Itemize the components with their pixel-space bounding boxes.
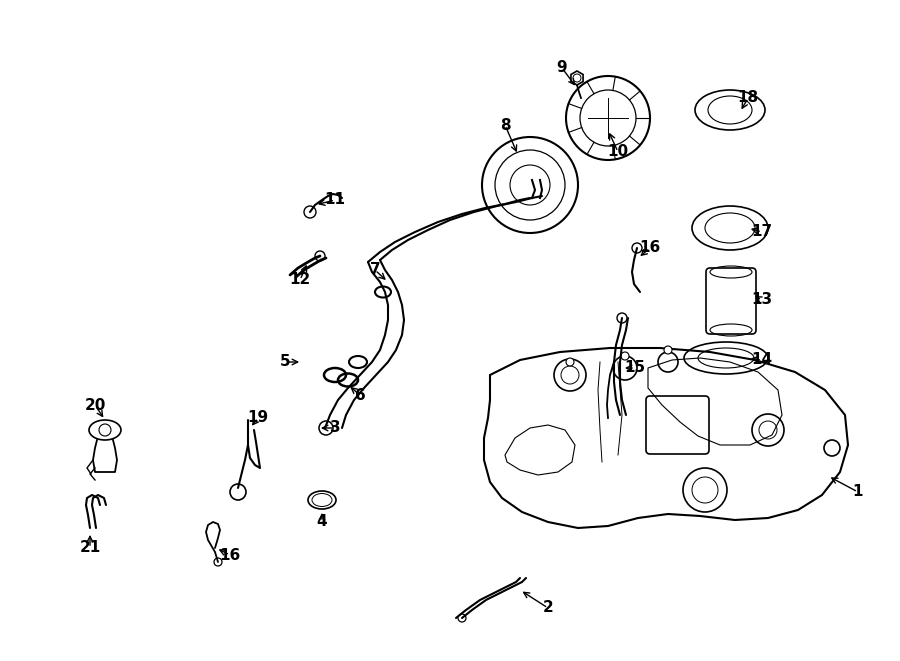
Text: 17: 17 <box>752 225 772 239</box>
Text: 12: 12 <box>290 272 310 288</box>
Text: 1: 1 <box>853 485 863 500</box>
Text: 13: 13 <box>752 293 772 307</box>
Circle shape <box>621 352 629 360</box>
Text: 6: 6 <box>355 387 365 403</box>
Text: 3: 3 <box>329 420 340 436</box>
Circle shape <box>566 358 574 366</box>
Text: 16: 16 <box>639 241 661 256</box>
Text: 2: 2 <box>543 600 553 615</box>
Text: 5: 5 <box>280 354 291 369</box>
Text: 7: 7 <box>370 262 381 278</box>
Text: 21: 21 <box>79 541 101 555</box>
Text: 10: 10 <box>608 145 628 159</box>
Text: 19: 19 <box>248 410 268 426</box>
Text: 9: 9 <box>557 61 567 75</box>
Text: 16: 16 <box>220 547 240 563</box>
Text: 4: 4 <box>317 514 328 529</box>
Text: 11: 11 <box>325 192 346 208</box>
Text: 20: 20 <box>85 397 105 412</box>
Text: 14: 14 <box>752 352 772 368</box>
Text: 15: 15 <box>625 360 645 375</box>
Circle shape <box>664 346 672 354</box>
Text: 18: 18 <box>737 91 759 106</box>
Text: 8: 8 <box>500 118 510 132</box>
